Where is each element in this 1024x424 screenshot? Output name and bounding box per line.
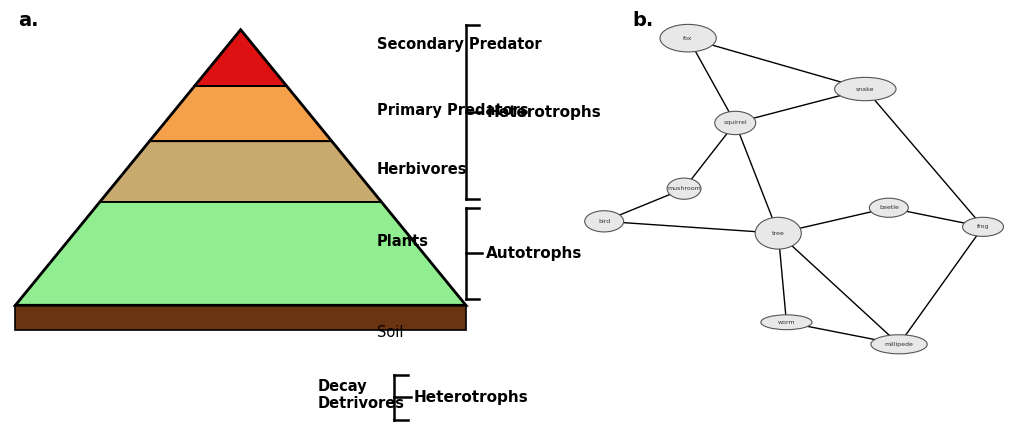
Text: frog: frog: [977, 224, 989, 229]
Text: Soil: Soil: [377, 325, 403, 340]
Text: millipede: millipede: [885, 342, 913, 347]
Ellipse shape: [668, 178, 700, 199]
Text: a.: a.: [18, 11, 39, 30]
Text: Secondary Predator: Secondary Predator: [377, 37, 542, 52]
Ellipse shape: [715, 111, 756, 135]
Ellipse shape: [761, 315, 812, 330]
Text: mushroom: mushroom: [668, 186, 700, 191]
Text: fox: fox: [683, 36, 693, 41]
Ellipse shape: [835, 77, 896, 101]
Polygon shape: [15, 202, 466, 305]
Bar: [15, 305, 466, 330]
Text: Primary Predators: Primary Predators: [377, 103, 528, 118]
Ellipse shape: [963, 218, 1004, 237]
Ellipse shape: [660, 24, 717, 52]
Ellipse shape: [870, 335, 928, 354]
Text: tree: tree: [772, 231, 784, 236]
Polygon shape: [195, 30, 287, 86]
Text: Heterotrophs: Heterotrophs: [414, 390, 528, 405]
Text: Decay
Detrivores: Decay Detrivores: [317, 379, 404, 411]
Ellipse shape: [585, 211, 624, 232]
Text: beetle: beetle: [879, 205, 899, 210]
Text: worm: worm: [777, 320, 796, 325]
Polygon shape: [99, 141, 381, 202]
Ellipse shape: [755, 217, 801, 249]
Text: bird: bird: [598, 219, 610, 224]
Text: Herbivores: Herbivores: [377, 162, 467, 177]
Text: Heterotrophs: Heterotrophs: [486, 105, 601, 120]
Ellipse shape: [869, 198, 908, 217]
Text: squirrel: squirrel: [723, 120, 748, 126]
Text: Plants: Plants: [377, 234, 429, 249]
Text: snake: snake: [856, 86, 874, 92]
Text: b.: b.: [633, 11, 654, 30]
Text: Autotrophs: Autotrophs: [486, 245, 583, 261]
Polygon shape: [150, 86, 332, 141]
